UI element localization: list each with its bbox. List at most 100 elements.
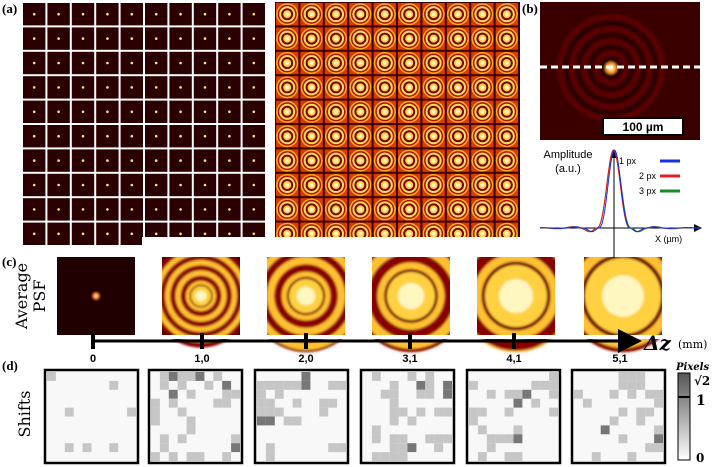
shift-cell [477,452,487,461]
tick-label: 0 [90,353,96,365]
shift-cell [416,407,426,417]
shift-cell [274,389,284,399]
ring [382,207,387,212]
dot [130,61,134,65]
row-label: PSF [30,280,49,313]
shift-cell [398,443,408,453]
shift-cell [443,380,452,390]
shift-cell [636,380,646,390]
dot [130,208,134,211]
dot [228,183,231,187]
row-label: Average [12,263,31,330]
dot [106,134,109,138]
tick-label: 4,1 [506,353,521,365]
shift-cell [627,389,637,399]
ring [504,134,509,139]
shift-cell [213,398,223,408]
shift-cell [222,452,232,461]
shift-cell [627,372,637,381]
shift-cell [425,380,435,390]
ring [334,134,338,139]
ring [334,36,338,41]
dot [81,110,85,114]
ring [382,158,387,163]
dot [252,208,256,211]
spot [602,275,644,317]
ring [334,158,338,163]
dot [179,86,182,89]
ring [407,61,412,65]
dot [154,232,158,236]
ring [480,231,485,236]
dot [57,37,60,40]
shift-cell [168,452,178,461]
shift-cell [301,372,311,381]
dot [106,61,109,65]
dot [106,208,109,211]
ring [431,134,436,139]
shift-cell [574,389,583,399]
ring [285,85,290,90]
ring [504,183,509,187]
dot [81,134,85,138]
clip-border [247,257,267,335]
ring [456,61,460,65]
shift-cell [582,398,592,408]
dot [32,12,36,16]
ring [456,158,460,163]
ring [358,134,363,139]
dot [252,134,256,138]
dot [130,86,134,89]
tick-label: 2,0 [298,353,313,365]
shift-cell [549,407,558,417]
ring [309,61,314,65]
dot [179,183,182,187]
ring [456,12,460,17]
panel-label: (c) [2,254,16,269]
profiles [539,149,701,233]
dot [130,110,134,114]
shift-cell [504,452,514,461]
shift-cell [443,389,452,399]
shift-cell [486,434,496,444]
shift-cell [328,380,338,390]
shift-cell [636,372,646,381]
ring [407,231,412,236]
rings [566,239,680,353]
shift-cell [389,407,399,417]
shift-cell [159,372,169,381]
shift-cell [434,443,444,453]
ring [285,158,290,163]
shift-cell [469,380,478,390]
tick-label: 1,0 [194,353,209,365]
dot [252,61,256,65]
shift-cell [609,416,619,426]
shift-cell [531,380,541,390]
shift-cell [389,452,399,461]
dot [154,12,158,16]
shift-cell [274,407,284,417]
shift-cell [654,398,663,408]
shift-cell [301,380,311,390]
shift-cell [434,434,444,444]
shift-cell [257,416,266,426]
shift-cell [618,380,628,390]
ring [382,231,387,236]
ring [358,183,363,187]
shift-cell [486,389,496,399]
panel-label: (b) [522,1,538,16]
ring [334,12,338,17]
shift-cell [168,398,178,408]
shift-cell [231,434,240,444]
ring [504,231,509,236]
shift-cell [151,398,160,408]
ring [431,183,436,187]
shift-cell [398,434,408,444]
dot [179,110,182,114]
ring [504,207,509,212]
dot [203,159,207,162]
ring [309,207,314,212]
dot [81,208,85,211]
dot [203,37,207,40]
shift-cell [47,372,56,381]
